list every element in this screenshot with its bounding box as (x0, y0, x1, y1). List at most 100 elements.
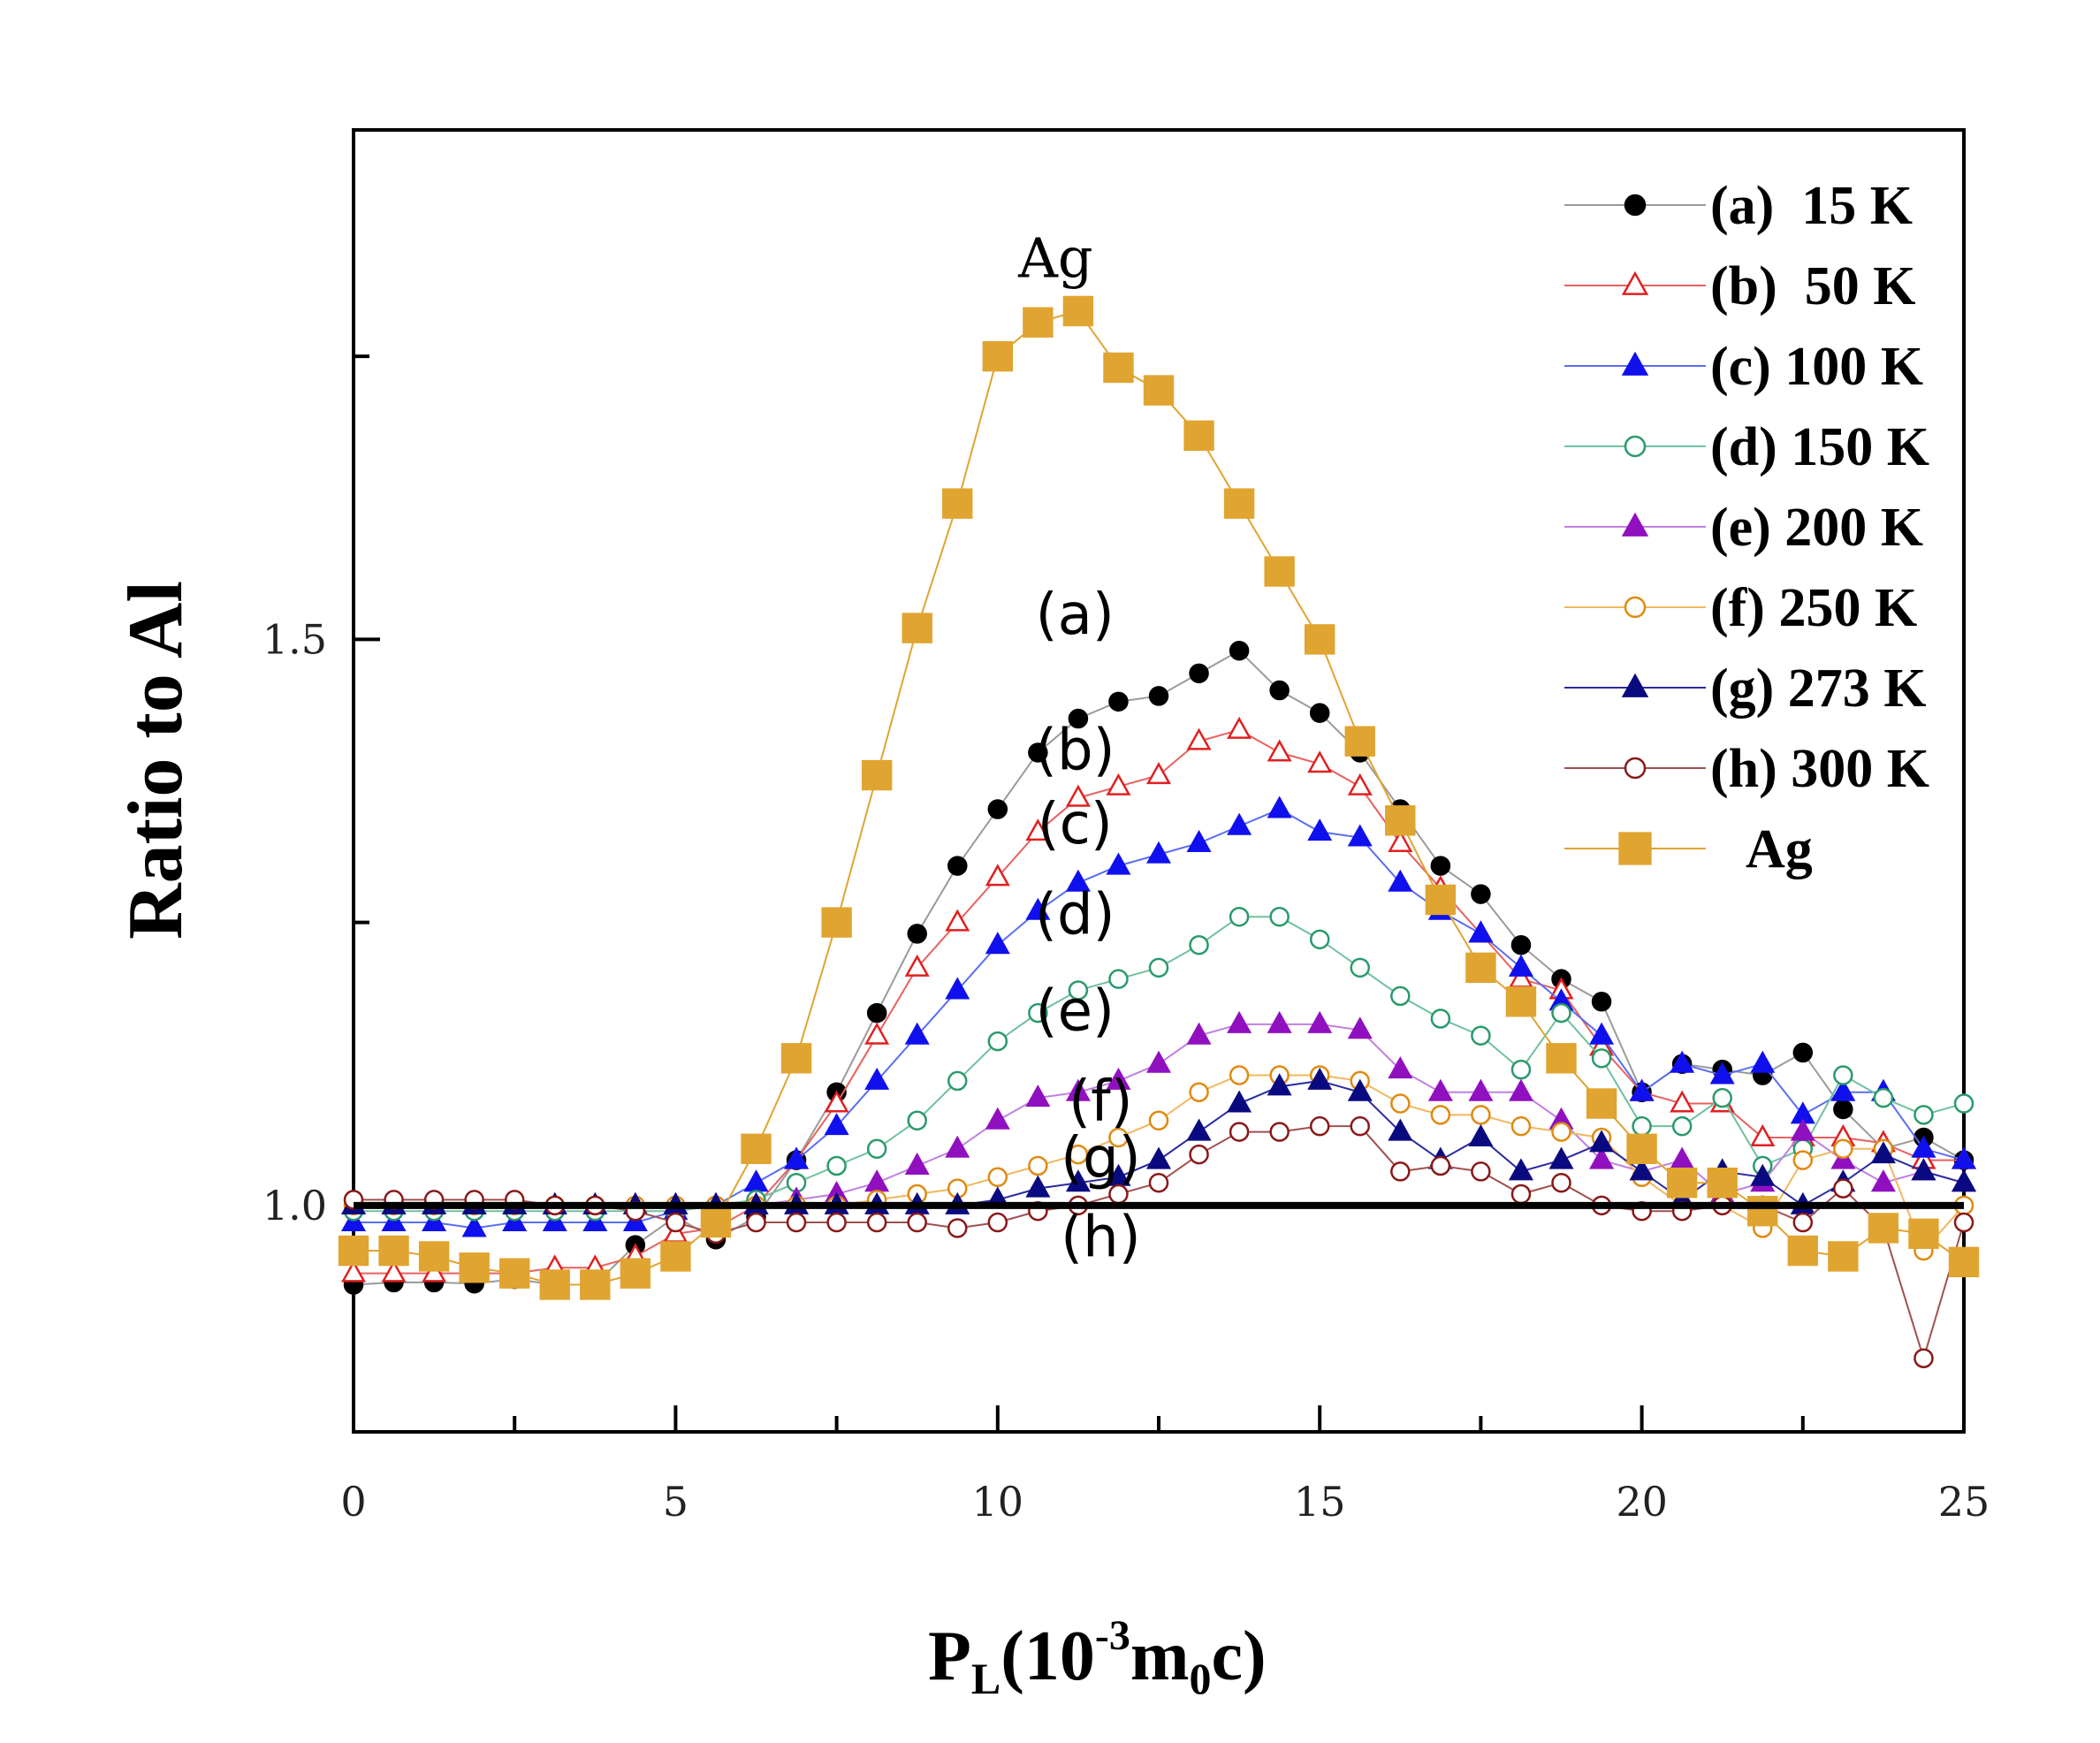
data-point (1108, 969, 1129, 989)
data-point (1028, 1155, 1048, 1176)
data-point (1551, 1172, 1571, 1193)
x-axis-title: PL(10-3m0c) (928, 1612, 1267, 1703)
x-axis-title-msub: 0 (1190, 1654, 1212, 1703)
data-point (1068, 1144, 1089, 1165)
data-point (1873, 1087, 1894, 1108)
x-axis-title-base: (10 (1001, 1617, 1095, 1695)
data-point (1309, 703, 1330, 723)
data-point (1666, 1168, 1698, 1199)
data-point (1911, 1158, 1936, 1181)
data-point (1062, 295, 1094, 327)
data-point (1145, 762, 1172, 785)
data-point (1551, 1122, 1571, 1142)
data-point (1430, 1155, 1451, 1176)
data-point (1510, 1184, 1532, 1205)
data-point (666, 1212, 686, 1233)
data-point (1269, 680, 1290, 701)
data-point (1227, 1090, 1252, 1113)
data-point (1269, 1122, 1290, 1142)
data-point (1229, 1122, 1250, 1142)
data-point (861, 759, 893, 791)
data-point (1106, 773, 1131, 795)
legend: (a) 15 K (b) 50 K (c) 100 K (d) 150 K (e) 20… (1564, 176, 1929, 879)
legend-marker (1624, 194, 1647, 217)
legend-item: Ag (1564, 819, 1813, 879)
data-point (1508, 1078, 1533, 1101)
data-point (1427, 1078, 1453, 1101)
legend-item: (b) 50 K (1564, 256, 1916, 316)
data-point (1068, 980, 1089, 1001)
x-axis-title-end: c) (1212, 1617, 1267, 1695)
data-point (1065, 1078, 1091, 1101)
data-point (1065, 784, 1091, 807)
data-point (1065, 1169, 1091, 1192)
data-point (1546, 1043, 1577, 1074)
data-point (1833, 1178, 1853, 1199)
data-point (1186, 829, 1212, 852)
legend-label: (d) 150 K (1710, 417, 1929, 477)
x-axis-title-m: m (1130, 1617, 1190, 1695)
data-point (1670, 1090, 1695, 1113)
data-point (1471, 1161, 1491, 1182)
data-point (1792, 1042, 1814, 1063)
data-point (1551, 1002, 1571, 1024)
data-point (1430, 856, 1451, 876)
legend-item: (d) 150 K (1564, 417, 1929, 477)
data-point (1145, 1050, 1172, 1073)
data-point (1143, 375, 1175, 406)
data-point (945, 1135, 970, 1158)
data-point (1148, 957, 1169, 978)
data-point (902, 613, 932, 643)
data-point (1025, 897, 1051, 920)
data-point (1307, 818, 1333, 841)
data-point (786, 1212, 807, 1233)
data-point (1792, 1212, 1814, 1233)
data-point (1025, 1175, 1051, 1198)
data-point (1948, 1246, 1980, 1278)
x-tick-label: 10 (972, 1478, 1024, 1526)
data-point (620, 1258, 651, 1289)
data-point (1229, 906, 1250, 927)
x-tick-label: 5 (663, 1478, 689, 1526)
data-point (1833, 1099, 1853, 1120)
data-point (499, 1258, 530, 1289)
data-point (1344, 726, 1375, 757)
legend-label: (f) 250 K (1710, 578, 1917, 638)
data-point (904, 1022, 930, 1045)
data-point (985, 932, 1010, 955)
data-point (1347, 1078, 1373, 1101)
data-point (1106, 852, 1131, 875)
legend-marker (1621, 512, 1649, 537)
curve-label: (f) (1069, 1069, 1132, 1135)
legend-item: (g) 273 K (1564, 658, 1927, 719)
data-point (1227, 1010, 1252, 1033)
data-point (1707, 1168, 1738, 1199)
data-point (1189, 934, 1209, 955)
data-point (743, 1169, 769, 1192)
data-point (947, 856, 968, 876)
data-point (1589, 1022, 1615, 1045)
data-point (945, 909, 970, 932)
data-point (1471, 884, 1491, 904)
data-point (1712, 1087, 1732, 1108)
data-point (1103, 352, 1134, 384)
x-tick-label: 15 (1294, 1478, 1346, 1526)
data-point (381, 1260, 407, 1283)
data-point (1189, 663, 1209, 684)
data-point (1269, 906, 1290, 927)
data-point (1670, 1146, 1695, 1169)
data-point (1145, 841, 1172, 864)
data-point (1347, 824, 1373, 847)
data-point (1145, 1146, 1172, 1169)
data-point (1229, 640, 1250, 661)
legend-label: (h) 300 K (1710, 739, 1929, 799)
data-point (340, 1260, 367, 1283)
legend-label: Ag (1746, 819, 1813, 879)
data-point (1830, 1078, 1856, 1101)
series-9 (338, 295, 1980, 1300)
data-point (1390, 986, 1411, 1007)
data-point (1870, 1141, 1896, 1164)
data-point (947, 1070, 968, 1092)
data-point (1189, 1082, 1209, 1102)
data-point (1347, 773, 1373, 795)
